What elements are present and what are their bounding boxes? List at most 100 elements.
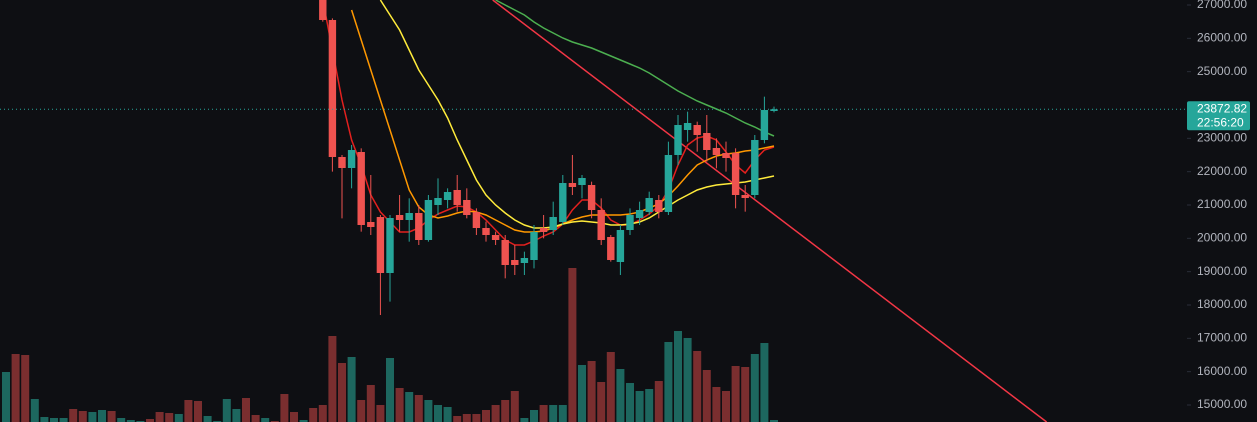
volume-bar — [606, 352, 615, 422]
candle-body — [664, 155, 673, 212]
volume-bar — [280, 394, 289, 422]
candle-body — [770, 109, 778, 111]
volume-bar — [242, 398, 250, 422]
volume-bar — [78, 411, 87, 422]
candle-body — [741, 195, 749, 198]
volume-bar — [674, 331, 682, 422]
volume-bar — [539, 405, 548, 422]
volume-bar — [683, 338, 692, 422]
volume-bar — [184, 400, 193, 422]
volume-bar — [770, 420, 778, 422]
candle-body — [539, 228, 548, 232]
volume-bar — [520, 418, 529, 422]
volume-bar — [760, 343, 769, 422]
candle-body — [549, 217, 557, 230]
candle-body — [472, 212, 481, 228]
candle-body — [367, 222, 375, 227]
volume-bar — [443, 407, 452, 422]
volume-pane — [2, 268, 778, 422]
volume-bar — [251, 415, 260, 422]
candle-body — [616, 230, 625, 262]
volume-bar — [328, 336, 337, 422]
volume-bar — [21, 355, 30, 422]
volume-bar — [347, 357, 356, 422]
candle-body — [587, 185, 596, 210]
volume-bar — [453, 416, 462, 422]
candle-body — [760, 110, 769, 140]
volume-bar — [645, 389, 654, 422]
volume-bar — [194, 401, 202, 422]
volume-bar — [750, 354, 759, 422]
volume-bar — [568, 268, 577, 422]
volume-bar — [98, 410, 106, 422]
volume-bar — [261, 418, 270, 422]
candle-body — [530, 232, 538, 260]
candle-body — [319, 0, 327, 20]
candle-body — [597, 210, 605, 240]
volume-bar — [558, 405, 567, 422]
y-tick-label: 25000.00 — [1197, 64, 1247, 78]
y-tick-label: 27000.00 — [1197, 0, 1247, 11]
candle-body — [443, 192, 452, 200]
volume-bar — [626, 383, 634, 422]
price-pane — [0, 0, 1187, 422]
y-tick-label: 20000.00 — [1197, 231, 1247, 245]
volume-bar — [702, 370, 711, 422]
candle-body — [674, 125, 682, 155]
volume-bar — [376, 405, 385, 422]
moving-average — [322, 0, 775, 246]
candle-body — [511, 260, 519, 265]
volume-bar — [11, 354, 20, 422]
y-tick-label: 21000.00 — [1197, 197, 1247, 211]
candle-body — [424, 200, 433, 240]
candle-body — [693, 125, 701, 135]
candle-body — [578, 178, 586, 185]
candle-body — [568, 183, 577, 187]
volume-bar — [2, 372, 10, 422]
candle-body — [338, 157, 346, 168]
volume-bar — [616, 369, 625, 422]
candle-body — [347, 150, 356, 168]
candle-body — [405, 213, 413, 220]
candle-body — [520, 258, 529, 263]
y-tick-label: 26000.00 — [1197, 31, 1247, 45]
volume-bar — [146, 419, 154, 422]
candle-body — [607, 237, 615, 260]
volume-bar — [165, 413, 174, 422]
volume-bar — [117, 418, 126, 422]
candle-body — [463, 200, 471, 215]
candle-body — [645, 198, 653, 212]
volume-bar — [357, 400, 366, 422]
volume-bar — [731, 366, 740, 422]
candle-body — [328, 20, 337, 157]
moving-average — [495, 0, 775, 137]
candle-body — [712, 148, 721, 155]
countdown-label: 22:56:20 — [1197, 115, 1244, 129]
volume-bar — [290, 412, 298, 422]
volume-bar — [69, 409, 78, 422]
volume-bar — [126, 420, 135, 422]
price-badge — [1187, 101, 1250, 131]
y-tick-label: 23000.00 — [1197, 131, 1247, 145]
volume-bar — [88, 412, 97, 422]
price-axis: 27000.00 26000.00 25000.00 23000.00 22000.00… — [1187, 0, 1250, 411]
volume-bar — [635, 391, 644, 422]
moving-average — [379, 0, 775, 229]
candle-body — [491, 235, 500, 240]
trendline — [492, 0, 1048, 422]
candle-body — [655, 200, 663, 212]
volume-bar — [722, 391, 730, 422]
volume-bar — [654, 381, 663, 422]
volume-bar — [222, 399, 231, 422]
volume-bar — [462, 414, 471, 422]
volume-bar — [530, 410, 538, 422]
y-tick-label: 16000.00 — [1197, 364, 1247, 378]
volume-bar — [386, 358, 394, 422]
volume-bar — [155, 412, 164, 422]
candle-body — [482, 228, 490, 235]
candle-body — [559, 183, 567, 222]
y-tick-label: 19000.00 — [1197, 264, 1247, 278]
volume-bar — [597, 382, 606, 422]
